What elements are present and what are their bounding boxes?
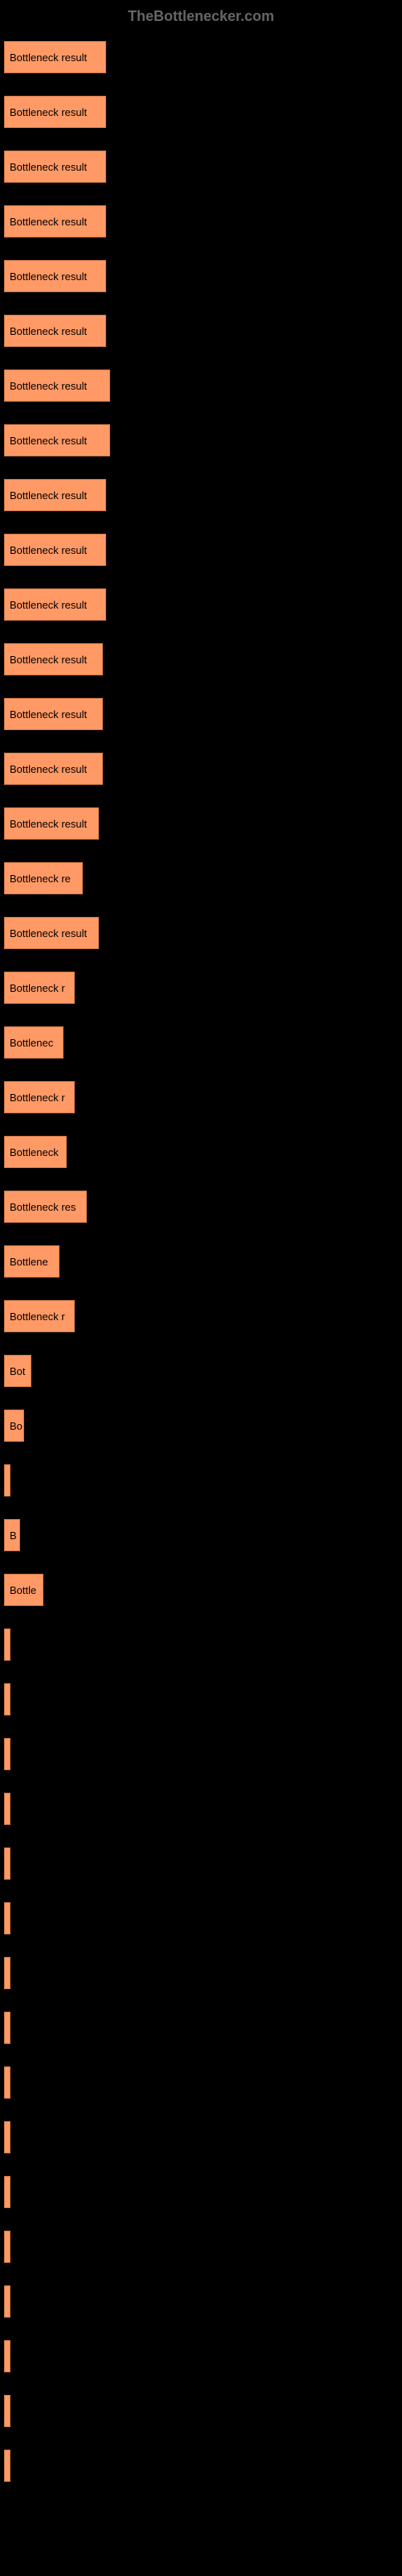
bar-row: Bot: [4, 1355, 398, 1387]
bar: Bottlenec: [4, 1026, 64, 1059]
bar-row: Bottleneck result: [4, 588, 398, 621]
bar: Bottleneck result: [4, 41, 106, 73]
bar: Bo: [4, 1410, 24, 1442]
bar: Bottle: [4, 1574, 43, 1606]
bar: [4, 2450, 10, 2482]
bar-row: Bottleneck result: [4, 369, 398, 402]
bar-row: Bottleneck result: [4, 315, 398, 347]
bar-row: [4, 1847, 398, 1880]
bar: Bottleneck: [4, 1136, 67, 1168]
bar-row: [4, 1683, 398, 1715]
bar-row: [4, 2066, 398, 2099]
bar: Bottleneck result: [4, 424, 110, 456]
bar: Bottleneck result: [4, 698, 103, 730]
bar: Bottleneck r: [4, 972, 75, 1004]
bar-row: [4, 2231, 398, 2263]
bar-row: Bottleneck result: [4, 643, 398, 675]
bar: [4, 2121, 10, 2153]
bar-row: Bo: [4, 1410, 398, 1442]
bar: B: [4, 1519, 20, 1551]
bar-row: Bottleneck: [4, 1136, 398, 1168]
bar-row: Bottle: [4, 1574, 398, 1606]
bar-row: [4, 1738, 398, 1770]
bar-row: Bottleneck result: [4, 698, 398, 730]
bar-row: B: [4, 1519, 398, 1551]
bar: Bottlene: [4, 1245, 59, 1278]
bar: [4, 1847, 10, 1880]
bar-row: Bottleneck r: [4, 1081, 398, 1113]
bar: Bottleneck result: [4, 917, 99, 949]
bar: Bottleneck result: [4, 369, 110, 402]
bar: Bottleneck result: [4, 151, 106, 183]
bar: [4, 2340, 10, 2372]
bar: Bottleneck result: [4, 205, 106, 237]
bar: Bottleneck r: [4, 1300, 75, 1332]
bar-row: [4, 2450, 398, 2482]
bar: [4, 1683, 10, 1715]
bar-row: [4, 1464, 398, 1496]
bar: Bottleneck res: [4, 1191, 87, 1223]
bar-row: [4, 1957, 398, 1989]
bar-row: Bottlenec: [4, 1026, 398, 1059]
bar: [4, 1629, 10, 1661]
bar-row: [4, 1902, 398, 1934]
bar-row: Bottlene: [4, 1245, 398, 1278]
bar-row: Bottleneck result: [4, 424, 398, 456]
bar: Bottleneck result: [4, 260, 106, 292]
bar-row: Bottleneck result: [4, 96, 398, 128]
bar-row: [4, 2121, 398, 2153]
bar: Bottleneck result: [4, 643, 103, 675]
bar: [4, 2012, 10, 2044]
bar: [4, 1793, 10, 1825]
bar: Bottleneck result: [4, 807, 99, 840]
bar-row: Bottleneck result: [4, 807, 398, 840]
bar-row: Bottleneck result: [4, 479, 398, 511]
bar-row: [4, 2395, 398, 2427]
bar-row: Bottleneck result: [4, 753, 398, 785]
bar: Bottleneck result: [4, 479, 106, 511]
bar-row: [4, 1793, 398, 1825]
bar-row: Bottleneck result: [4, 260, 398, 292]
bar: Bottleneck re: [4, 862, 83, 894]
bar: [4, 1464, 10, 1496]
bar: Bot: [4, 1355, 31, 1387]
bar-row: Bottleneck r: [4, 1300, 398, 1332]
bar-row: [4, 2340, 398, 2372]
bar: Bottleneck result: [4, 753, 103, 785]
bar-row: Bottleneck result: [4, 205, 398, 237]
bar-row: Bottleneck result: [4, 41, 398, 73]
bar-chart: Bottleneck result Bottleneck result Bottle…: [4, 41, 398, 2482]
bar: [4, 2285, 10, 2318]
bar: Bottleneck result: [4, 315, 106, 347]
bar-row: [4, 1629, 398, 1661]
bar: Bottleneck result: [4, 96, 106, 128]
bar: [4, 2231, 10, 2263]
bar-row: Bottleneck re: [4, 862, 398, 894]
bar: [4, 2395, 10, 2427]
bar: [4, 1902, 10, 1934]
bar-row: Bottleneck result: [4, 534, 398, 566]
bar-row: Bottleneck result: [4, 151, 398, 183]
bar: Bottleneck result: [4, 588, 106, 621]
bar: [4, 1738, 10, 1770]
bar: Bottleneck r: [4, 1081, 75, 1113]
bar-row: [4, 2012, 398, 2044]
bar-row: Bottleneck result: [4, 917, 398, 949]
bar: [4, 2066, 10, 2099]
bar: [4, 1957, 10, 1989]
bar-row: Bottleneck res: [4, 1191, 398, 1223]
bar-row: [4, 2176, 398, 2208]
site-header: TheBottlenecker.com: [4, 8, 398, 25]
bar-row: Bottleneck r: [4, 972, 398, 1004]
bar: [4, 2176, 10, 2208]
bar: Bottleneck result: [4, 534, 106, 566]
bar-row: [4, 2285, 398, 2318]
